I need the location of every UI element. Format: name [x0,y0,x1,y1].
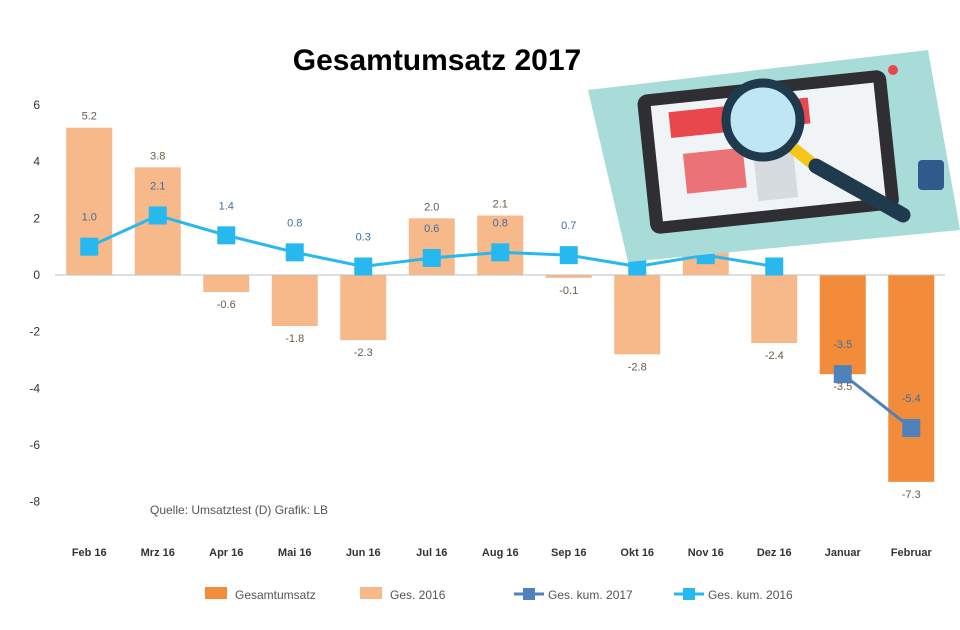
bar-ges-2016 [203,275,250,292]
x-tick-label: Feb 16 [72,547,107,559]
line-marker [80,237,99,256]
line-data-label: 0.8 [287,217,302,229]
line-marker [902,419,921,437]
bar-data-label: -1.8 [285,333,304,345]
bar-ges-2016 [545,275,592,278]
legend-swatch-marker [683,588,695,600]
line-data-label: 1.0 [82,212,97,224]
x-tick-label: Sep 16 [551,547,586,559]
line-data-label: 2.1 [150,181,165,193]
y-tick-label: -6 [29,438,40,452]
legend-swatch [360,587,382,599]
lines [80,206,921,437]
bar-data-label: 2.1 [493,199,508,211]
y-tick-label: 2 [33,211,40,225]
bar-ges-2016 [271,275,318,326]
x-tick-label: Januar [825,547,862,559]
legend-label: Ges. kum. 2017 [548,588,633,602]
legend: Gesamtumsatz Ges. 2016 Ges. kum. 2017 Ges. … [205,587,793,602]
line-data-label: 1.4 [219,200,234,212]
bar-data-label: 2.0 [424,201,439,213]
bar-data-label: 3.8 [150,150,165,162]
bar-data-label: -7.3 [902,489,921,501]
bar-ges-2016 [614,275,661,355]
line-data-label: 0.6 [424,223,439,235]
x-tick-label: Apr 16 [209,547,243,559]
legend-label: Ges. kum. 2016 [708,588,793,602]
line-marker [833,365,852,384]
line-marker [217,226,236,245]
y-tick-label: 4 [33,155,40,169]
magnifier-over-monitor-illustration [588,50,960,262]
legend-swatch [205,587,227,599]
bar-data-label: -2.8 [628,361,647,373]
line-marker [422,249,441,267]
chart-title: Gesamtumsatz 2017 [293,44,582,77]
line-marker [491,243,510,262]
legend-swatch-marker [523,588,535,600]
line-ges-kum-2017 [841,372,913,430]
bar-ges-2016 [751,275,798,343]
x-tick-label: Okt 16 [620,547,654,559]
x-axis: Feb 16 Mrz 16 Apr 16 Mai 16 Jun 16 Jul 16 Aug … [72,547,933,559]
x-tick-label: Mai 16 [278,547,312,559]
line-data-label: 0.8 [493,217,508,229]
bar-data-label: -0.6 [217,299,236,311]
line-marker [765,257,784,276]
line-marker [285,243,304,262]
y-tick-label: -4 [29,381,40,395]
source-annotation: Quelle: Umsatztest (D) Grafik: LB [150,503,328,517]
y-tick-label: -8 [29,495,40,509]
x-tick-label: Nov 16 [688,547,724,559]
bar-gesamtumsatz [819,275,866,375]
bar-ges-2016 [340,275,387,341]
x-tick-label: Jun 16 [346,547,381,559]
x-tick-label: Aug 16 [482,547,519,559]
line-marker [628,257,647,276]
line-data-label: 0.3 [356,232,371,244]
y-axis: 6 4 2 0 -2 -4 -6 -8 [29,98,40,509]
line-marker [559,246,578,265]
bar-data-label: 5.2 [82,111,97,123]
x-tick-label: Februar [891,547,933,559]
x-tick-label: Mrz 16 [141,547,175,559]
bar-data-label: -2.3 [354,347,373,359]
legend-label: Ges. 2016 [390,588,446,602]
bar-data-label: -2.4 [765,350,784,362]
line-marker [354,257,373,276]
y-tick-label: -2 [29,325,40,339]
legend-label: Gesamtumsatz [235,588,316,602]
line-data-label: -5.4 [902,393,921,405]
line-marker [148,206,167,225]
y-tick-label: 0 [33,268,40,282]
line-data-label: 0.7 [561,220,576,232]
y-tick-label: 6 [33,98,40,112]
x-tick-label: Jul 16 [416,547,447,559]
line-data-label: -3.5 [833,339,852,351]
bar-data-label: -3.5 [833,381,852,393]
bar-gesamtumsatz [888,275,935,482]
x-tick-label: Dez 16 [757,547,792,559]
bar-data-label: -0.1 [559,285,578,297]
